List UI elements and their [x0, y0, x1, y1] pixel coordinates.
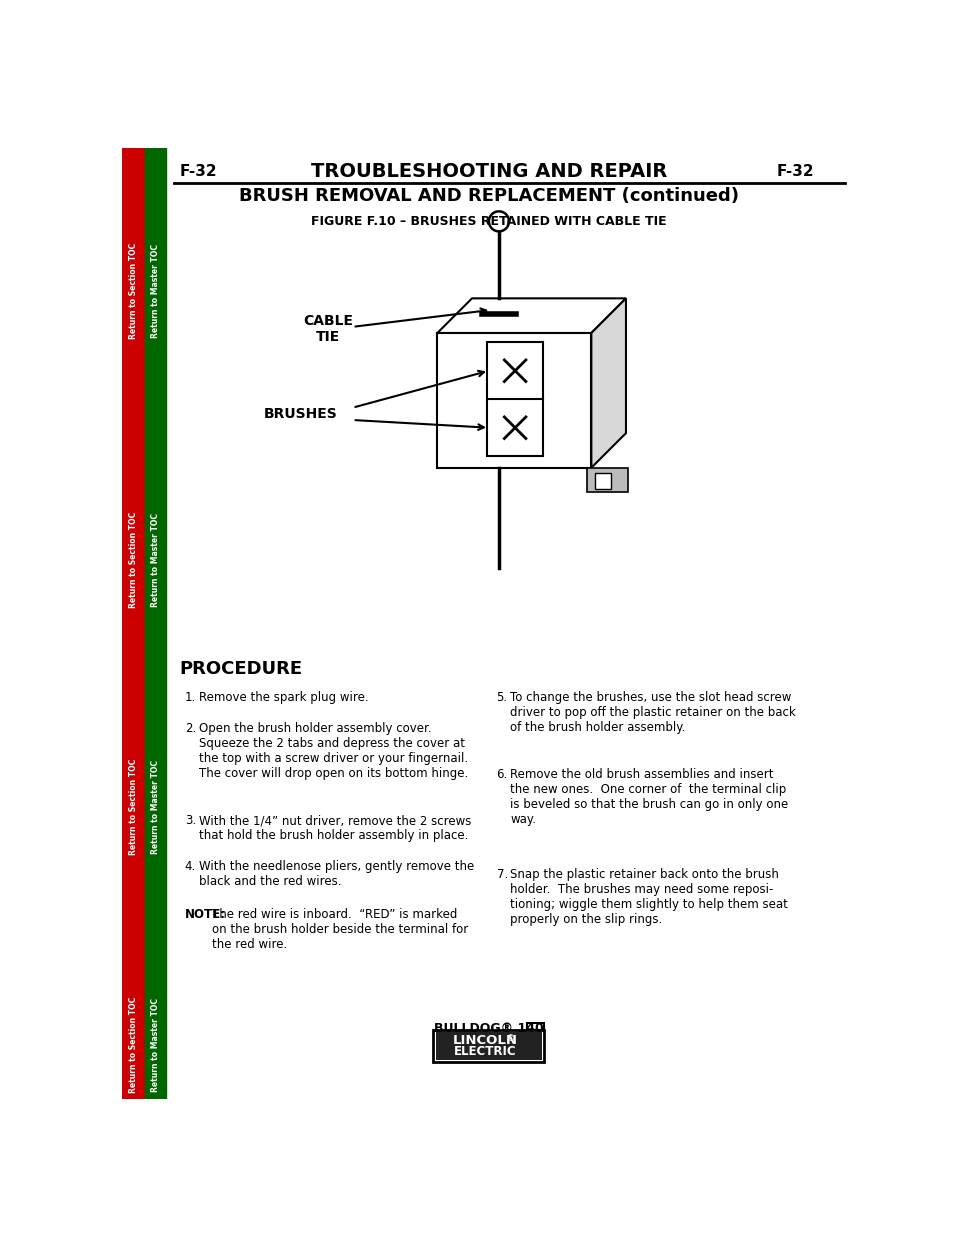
Text: Remove the spark plug wire.: Remove the spark plug wire.: [198, 692, 368, 704]
Text: 4.: 4.: [185, 861, 195, 873]
Text: Return to Master TOC: Return to Master TOC: [151, 760, 160, 853]
Text: PROCEDURE: PROCEDURE: [179, 661, 302, 678]
Text: 7.: 7.: [497, 868, 507, 881]
Text: 2.: 2.: [185, 721, 195, 735]
Polygon shape: [591, 299, 625, 468]
Text: ®: ®: [506, 1034, 515, 1044]
Text: 3.: 3.: [185, 814, 195, 827]
Text: The red wire is inboard.  “RED” is marked
on the brush holder beside the termina: The red wire is inboard. “RED” is marked…: [213, 908, 468, 951]
Bar: [595, 473, 610, 489]
Text: Open the brush holder assembly cover.
Squeeze the 2 tabs and depress the cover a: Open the brush holder assembly cover. Sq…: [198, 721, 467, 779]
Text: F-32: F-32: [179, 164, 216, 179]
Bar: [527, 1023, 544, 1030]
Text: LINCOLN: LINCOLN: [453, 1034, 517, 1047]
Text: CABLE
TIE: CABLE TIE: [303, 314, 353, 345]
Bar: [587, 468, 627, 493]
Text: Return to Section TOC: Return to Section TOC: [129, 758, 137, 855]
Text: BULLDOG® 140: BULLDOG® 140: [434, 1021, 543, 1035]
Text: ELECTRIC: ELECTRIC: [454, 1045, 517, 1058]
Bar: [121, 148, 145, 1099]
Text: NOTE:: NOTE:: [185, 908, 226, 921]
Text: Return to Master TOC: Return to Master TOC: [151, 243, 160, 337]
Text: TROUBLESHOOTING AND REPAIR: TROUBLESHOOTING AND REPAIR: [311, 162, 666, 180]
Text: With the 1/4” nut driver, remove the 2 screws
that hold the brush holder assembl: With the 1/4” nut driver, remove the 2 s…: [198, 814, 471, 842]
Bar: [436, 333, 591, 468]
Bar: [145, 148, 166, 1099]
Text: F-32: F-32: [776, 164, 814, 179]
Text: Return to Master TOC: Return to Master TOC: [151, 514, 160, 608]
Text: To change the brushes, use the slot head screw
driver to pop off the plastic ret: To change the brushes, use the slot head…: [510, 692, 796, 734]
Text: Remove the old brush assemblies and insert
the new ones.  One corner of  the ter: Remove the old brush assemblies and inse…: [510, 768, 788, 826]
Text: 1.: 1.: [185, 692, 195, 704]
Text: Snap the plastic retainer back onto the brush
holder.  The brushes may need some: Snap the plastic retainer back onto the …: [510, 868, 787, 926]
Text: Return to Master TOC: Return to Master TOC: [151, 998, 160, 1092]
Text: BRUSHES: BRUSHES: [263, 406, 336, 421]
Polygon shape: [436, 299, 625, 333]
Text: Return to Section TOC: Return to Section TOC: [129, 242, 137, 338]
Bar: [436, 1032, 541, 1060]
Text: BRUSH REMOVAL AND REPLACEMENT (continued): BRUSH REMOVAL AND REPLACEMENT (continued…: [238, 186, 739, 205]
Text: Return to Section TOC: Return to Section TOC: [129, 997, 137, 1093]
Text: Return to Section TOC: Return to Section TOC: [129, 513, 137, 609]
Text: FIGURE F.10 – BRUSHES RETAINED WITH CABLE TIE: FIGURE F.10 – BRUSHES RETAINED WITH CABL…: [311, 215, 666, 227]
Text: 5.: 5.: [497, 692, 507, 704]
Bar: [433, 1030, 544, 1062]
Text: With the needlenose pliers, gently remove the
black and the red wires.: With the needlenose pliers, gently remov…: [198, 861, 474, 888]
Text: 6.: 6.: [497, 768, 507, 781]
Bar: [487, 342, 542, 456]
